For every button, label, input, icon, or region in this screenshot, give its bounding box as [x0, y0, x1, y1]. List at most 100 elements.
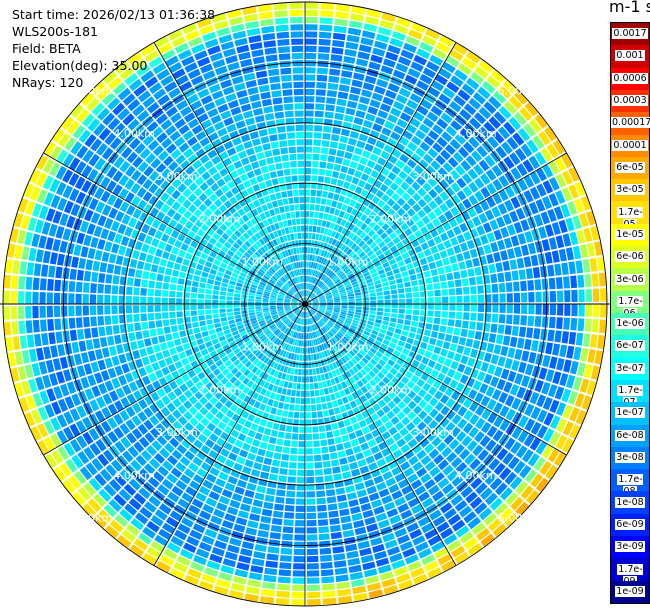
beta-cell: [363, 568, 378, 578]
beta-cell: [315, 476, 324, 483]
beta-cell: [355, 237, 362, 245]
beta-cell: [143, 203, 153, 214]
beta-cell: [191, 124, 203, 135]
beta-cell: [541, 316, 549, 328]
beta-cell: [448, 439, 460, 450]
beta-cell: [440, 365, 449, 375]
beta-cell: [154, 187, 164, 198]
beta-cell: [162, 460, 174, 472]
beta-cell: [144, 432, 155, 444]
beta-cell: [315, 96, 326, 103]
beta-cell: [384, 161, 394, 171]
beta-cell: [125, 419, 136, 431]
beta-cell: [284, 297, 291, 301]
beta-cell: [262, 227, 269, 235]
beta-cell: [447, 157, 459, 168]
beta-cell: [237, 261, 244, 268]
beta-cell: [99, 337, 108, 348]
beta-cell: [219, 304, 226, 309]
beta-cell: [549, 431, 561, 446]
beta-cell: [465, 219, 475, 230]
beta-cell: [261, 204, 268, 212]
beta-cell: [404, 281, 411, 288]
beta-cell: [285, 296, 291, 300]
beta-cell: [318, 382, 323, 389]
beta-cell: [174, 42, 189, 54]
beta-cell: [281, 251, 287, 258]
beta-cell: [545, 342, 553, 355]
beta-cell: [288, 337, 292, 344]
beta-cell: [450, 237, 459, 246]
beta-cell: [305, 419, 312, 426]
beta-cell: [524, 418, 536, 432]
beta-cell: [307, 340, 310, 347]
beta-cell: [35, 249, 44, 263]
beta-cell: [264, 567, 278, 576]
beta-cell: [475, 417, 486, 430]
beta-cell: [327, 155, 336, 163]
beta-cell: [590, 365, 600, 380]
beta-cell: [38, 235, 47, 249]
beta-cell: [256, 152, 265, 160]
beta-cell: [386, 372, 394, 380]
beta-cell: [206, 283, 213, 290]
beta-cell: [315, 271, 320, 278]
beta-cell: [395, 142, 406, 152]
beta-cell: [479, 200, 490, 211]
beta-cell: [318, 425, 326, 432]
beta-cell: [466, 377, 476, 388]
beta-cell: [263, 328, 270, 334]
beta-cell: [310, 276, 314, 283]
beta-cell: [305, 52, 317, 60]
beta-cell: [14, 382, 24, 398]
beta-cell: [294, 294, 300, 300]
beta-cell: [512, 132, 525, 146]
beta-cell: [309, 284, 313, 290]
beta-cell: [337, 398, 344, 406]
beta-cell: [145, 215, 155, 226]
beta-cell: [229, 499, 241, 509]
beta-cell: [370, 54, 383, 64]
beta-cell: [409, 528, 423, 540]
beta-cell: [148, 195, 159, 206]
beta-cell: [159, 554, 175, 567]
beta-cell: [379, 103, 392, 113]
beta-cell: [175, 461, 187, 473]
beta-cell: [253, 278, 260, 284]
beta-cell: [161, 418, 171, 429]
beta-cell: [339, 135, 349, 144]
beta-cell: [444, 144, 456, 155]
beta-cell: [404, 370, 413, 379]
beta-cell: [158, 528, 172, 541]
beta-cell: [243, 140, 253, 149]
beta-cell: [341, 305, 348, 309]
beta-cell: [82, 294, 89, 304]
beta-cell: [359, 156, 368, 166]
beta-cell: [306, 326, 308, 333]
beta-cell: [352, 374, 360, 382]
beta-cell: [76, 435, 88, 449]
beta-cell: [532, 135, 545, 150]
beta-cell: [313, 375, 318, 382]
beta-cell: [529, 171, 541, 185]
beta-cell: [166, 402, 176, 413]
beta-cell: [561, 170, 573, 185]
beta-cell: [272, 336, 278, 343]
beta-cell: [330, 346, 336, 354]
beta-cell: [280, 314, 286, 319]
beta-cell: [257, 270, 264, 277]
beta-cell: [396, 217, 405, 226]
beta-cell: [234, 82, 246, 92]
beta-cell: [437, 332, 446, 341]
beta-cell: [261, 508, 273, 517]
beta-cell: [168, 297, 176, 304]
beta-cell: [262, 326, 269, 332]
beta-cell: [463, 312, 470, 320]
beta-cell: [319, 17, 333, 25]
beta-cell: [343, 418, 352, 427]
beta-cell: [357, 327, 364, 333]
beta-cell: [277, 431, 285, 439]
beta-cell: [361, 30, 376, 39]
beta-cell: [237, 340, 245, 347]
beta-cell: [193, 555, 207, 566]
